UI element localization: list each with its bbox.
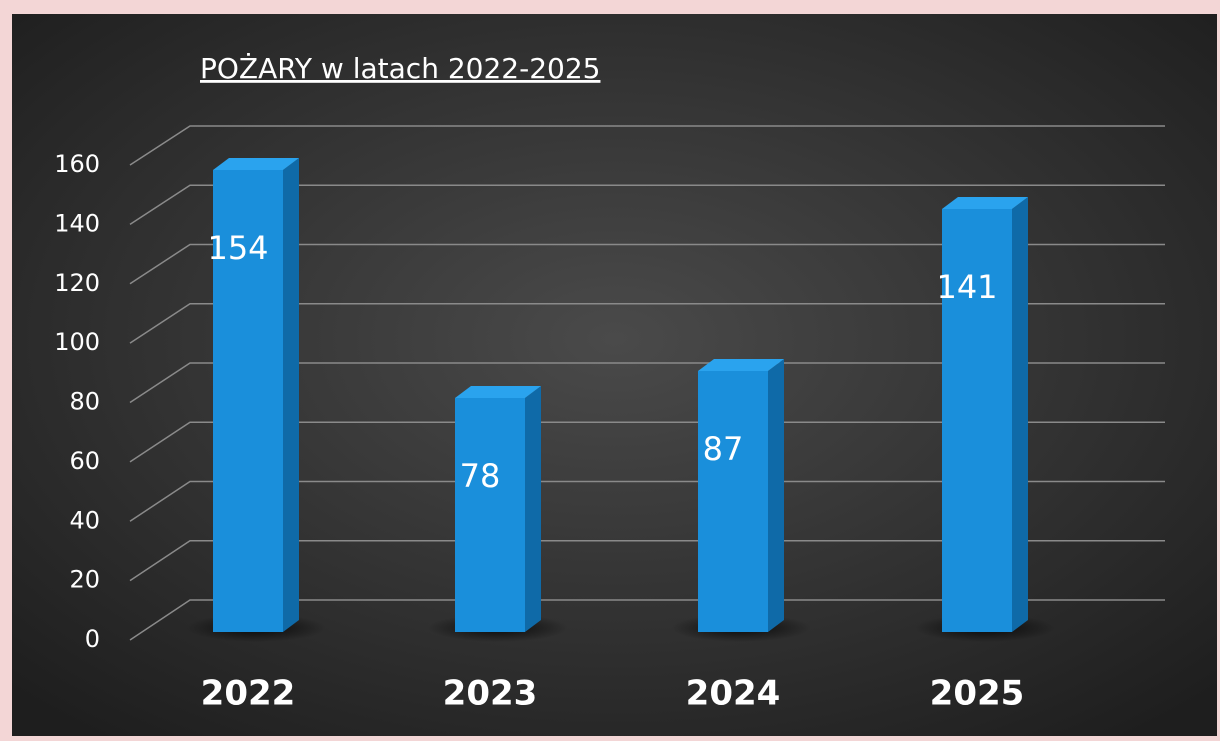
y-tick-label: 0 xyxy=(85,625,100,653)
x-tick-label: 2023 xyxy=(443,674,538,714)
bar xyxy=(213,158,299,632)
grid-line xyxy=(129,540,1165,582)
chart-title: POŻARY w latach 2022-2025 xyxy=(200,52,600,85)
x-tick-label: 2025 xyxy=(930,674,1025,714)
data-label: 87 xyxy=(703,430,744,468)
grid-line xyxy=(129,125,1165,166)
y-tick-label: 140 xyxy=(54,209,100,237)
x-tick-label: 2024 xyxy=(686,674,781,714)
x-tick-label: 2022 xyxy=(201,674,296,714)
y-tick-label: 120 xyxy=(54,269,100,297)
y-tick-label: 40 xyxy=(69,506,100,534)
grid-line xyxy=(129,243,1165,285)
grid-line xyxy=(129,184,1165,226)
y-tick-label: 160 xyxy=(54,150,100,178)
data-label: 141 xyxy=(936,268,997,306)
grid-line xyxy=(129,599,1165,641)
y-tick-label: 20 xyxy=(69,566,100,594)
y-tick-label: 100 xyxy=(54,328,100,356)
grid-line xyxy=(129,480,1165,522)
grid-line xyxy=(129,303,1165,344)
grid-line xyxy=(129,421,1165,463)
data-label: 78 xyxy=(460,457,501,495)
bar xyxy=(698,359,784,632)
grid-line xyxy=(129,362,1165,404)
y-tick-label: 80 xyxy=(69,388,100,416)
bar xyxy=(455,386,541,632)
y-tick-label: 60 xyxy=(69,447,100,475)
data-label: 154 xyxy=(207,229,268,267)
bar xyxy=(942,197,1028,632)
